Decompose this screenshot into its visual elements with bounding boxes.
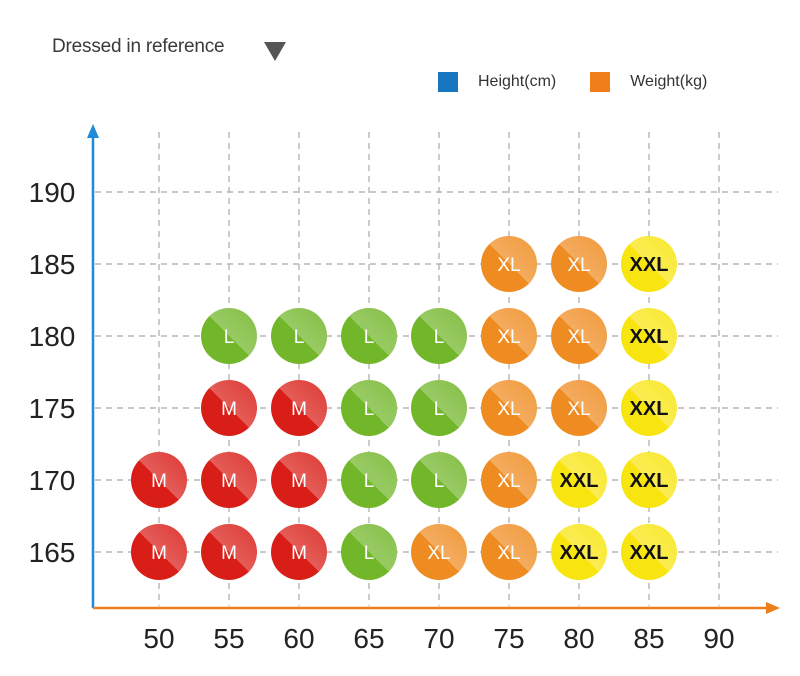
point-label-xxl-85-185: XXL (630, 254, 669, 276)
point-sheen-50-165 (131, 524, 187, 580)
point-sheen-70-170 (411, 452, 467, 508)
point-sheen-50-170 (131, 452, 187, 508)
point-sheen-60-180 (271, 308, 327, 364)
y-tick-label-170: 170 (29, 465, 76, 496)
x-tick-label-65: 65 (353, 623, 384, 654)
point-label-l-65-175: L (364, 399, 375, 420)
point-label-xl-75-170: XL (497, 471, 520, 492)
y-tick-label-185: 185 (29, 249, 76, 280)
point-sheen-80-170 (551, 452, 607, 508)
point-sheen-80-180 (551, 308, 607, 364)
point-label-xxl-85-165: XXL (630, 542, 669, 564)
point-label-l-65-165: L (364, 543, 375, 564)
point-label-m-50-170: M (151, 471, 167, 492)
point-label-l-70-170: L (434, 471, 445, 492)
point-sheen-60-165 (271, 524, 327, 580)
point-sheen-75-175 (481, 380, 537, 436)
y-tick-label-180: 180 (29, 321, 76, 352)
point-sheen-85-170 (621, 452, 677, 508)
point-sheen-80-175 (551, 380, 607, 436)
legend-item-height: Height(cm) (438, 72, 556, 92)
x-tick-label-55: 55 (213, 623, 244, 654)
point-sheen-65-175 (341, 380, 397, 436)
point-label-xl-70-165: XL (427, 543, 450, 564)
point-label-xxl-85-180: XXL (630, 326, 669, 348)
y-tick-label-165: 165 (29, 537, 76, 568)
point-sheen-55-175 (201, 380, 257, 436)
point-label-xl-80-175: XL (567, 399, 590, 420)
point-sheen-75-180 (481, 308, 537, 364)
legend-label-height: Height(cm) (478, 73, 557, 90)
point-label-m-55-170: M (221, 471, 237, 492)
point-label-xl-80-185: XL (567, 255, 590, 276)
x-tick-label-85: 85 (633, 623, 664, 654)
point-sheen-65-180 (341, 308, 397, 364)
point-label-l-60-180: L (294, 327, 305, 348)
point-label-xl-80-180: XL (567, 327, 590, 348)
point-sheen-85-180 (621, 308, 677, 364)
point-sheen-80-185 (551, 236, 607, 292)
point-label-m-60-170: M (291, 471, 307, 492)
x-tick-label-90: 90 (703, 623, 734, 654)
legend-label-weight: Weight(kg) (630, 73, 708, 90)
point-sheen-60-170 (271, 452, 327, 508)
point-label-xxl-80-170: XXL (560, 470, 599, 492)
point-sheen-75-185 (481, 236, 537, 292)
point-sheen-55-180 (201, 308, 257, 364)
point-label-l-70-175: L (434, 399, 445, 420)
point-sheen-65-165 (341, 524, 397, 580)
point-label-xl-75-180: XL (497, 327, 520, 348)
chart-title: Dressed in reference (52, 36, 225, 57)
point-label-m-55-165: M (221, 543, 237, 564)
point-label-xl-75-165: XL (497, 543, 520, 564)
point-label-l-55-180: L (224, 327, 235, 348)
point-sheen-80-165 (551, 524, 607, 580)
x-tick-label-75: 75 (493, 623, 524, 654)
point-label-l-65-170: L (364, 471, 375, 492)
point-sheen-65-170 (341, 452, 397, 508)
x-tick-label-70: 70 (423, 623, 454, 654)
point-sheen-60-175 (271, 380, 327, 436)
legend-item-weight: Weight(kg) (590, 72, 707, 92)
point-sheen-70-165 (411, 524, 467, 580)
legend-swatch-height (438, 72, 458, 92)
legend-swatch-weight (590, 72, 611, 92)
point-label-m-60-175: M (291, 399, 307, 420)
point-sheen-70-180 (411, 308, 467, 364)
point-sheen-85-175 (621, 380, 677, 436)
point-label-m-55-175: M (221, 399, 237, 420)
point-sheen-75-165 (481, 524, 537, 580)
point-label-l-65-180: L (364, 327, 375, 348)
legend: Height(cm) Weight(kg) (438, 72, 741, 92)
point-label-xxl-85-170: XXL (630, 470, 669, 492)
point-label-xxl-85-175: XXL (630, 398, 669, 420)
x-tick-label-80: 80 (563, 623, 594, 654)
point-label-m-60-165: M (291, 543, 307, 564)
point-label-xl-75-185: XL (497, 255, 520, 276)
point-sheen-85-165 (621, 524, 677, 580)
x-tick-label-50: 50 (143, 623, 174, 654)
point-label-m-50-165: M (151, 543, 167, 564)
y-axis-arrow-icon (87, 124, 99, 138)
point-sheen-85-185 (621, 236, 677, 292)
x-axis-arrow-icon (766, 602, 780, 614)
point-label-l-70-180: L (434, 327, 445, 348)
point-sheen-70-175 (411, 380, 467, 436)
point-label-xl-75-175: XL (497, 399, 520, 420)
point-label-xxl-80-165: XXL (560, 542, 599, 564)
y-tick-label-190: 190 (29, 177, 76, 208)
dropdown-triangle-icon[interactable] (264, 42, 288, 62)
point-sheen-55-165 (201, 524, 257, 580)
y-tick-label-175: 175 (29, 393, 76, 424)
x-tick-label-60: 60 (283, 623, 314, 654)
point-sheen-55-170 (201, 452, 257, 508)
point-sheen-75-170 (481, 452, 537, 508)
